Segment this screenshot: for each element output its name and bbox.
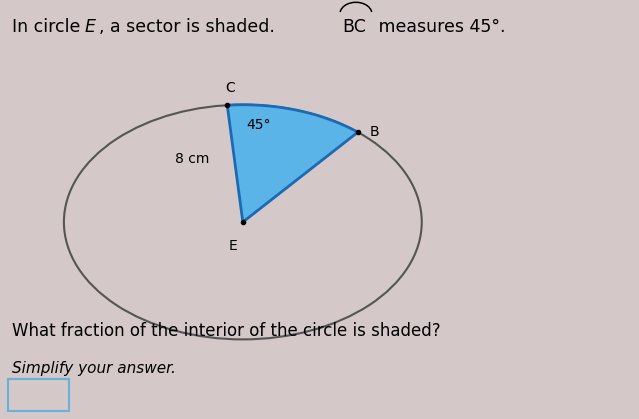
Text: 45°: 45° (247, 118, 271, 132)
Text: , a sector is shaded.: , a sector is shaded. (99, 18, 281, 36)
Text: In circle: In circle (12, 18, 86, 36)
FancyBboxPatch shape (8, 379, 69, 411)
Text: Simplify your answer.: Simplify your answer. (12, 361, 175, 376)
Text: measures 45°.: measures 45°. (373, 18, 505, 36)
Polygon shape (227, 105, 358, 222)
Text: C: C (226, 81, 235, 95)
Text: E: E (229, 239, 238, 253)
Text: B: B (369, 125, 379, 139)
Text: 8 cm: 8 cm (175, 153, 210, 166)
Text: What fraction of the interior of the circle is shaded?: What fraction of the interior of the cir… (12, 322, 440, 340)
Text: E: E (85, 18, 96, 36)
Text: BC: BC (342, 18, 366, 36)
